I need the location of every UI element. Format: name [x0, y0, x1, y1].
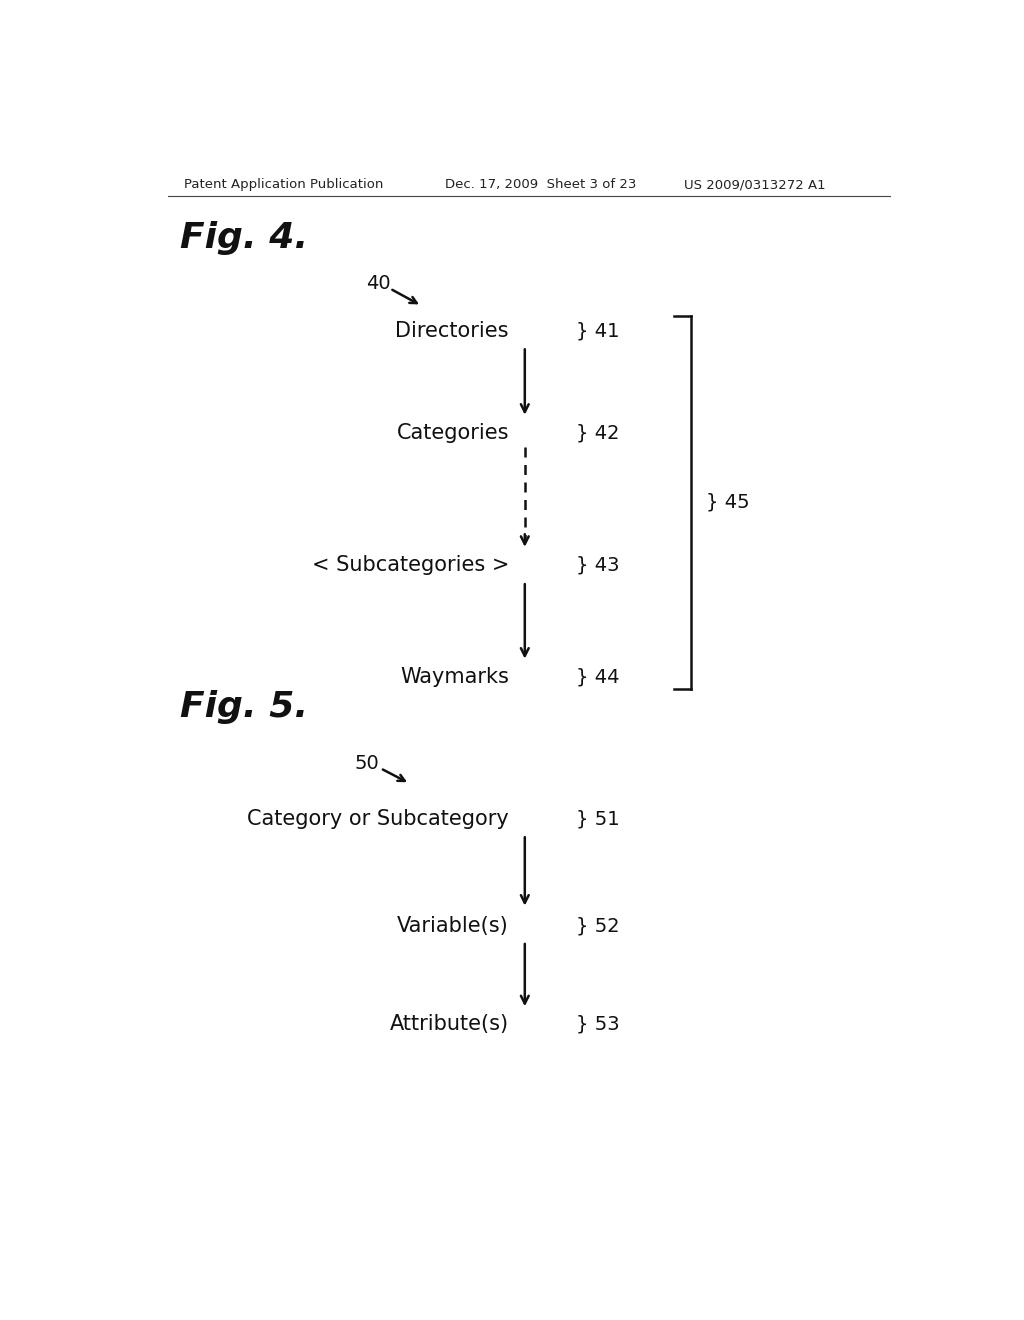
- Text: Fig. 4.: Fig. 4.: [179, 220, 307, 255]
- Text: Variable(s): Variable(s): [397, 916, 509, 936]
- Text: Directories: Directories: [395, 321, 509, 341]
- Text: } 41: } 41: [577, 322, 620, 341]
- Text: } 52: } 52: [577, 916, 620, 936]
- Text: Fig. 5.: Fig. 5.: [179, 690, 307, 725]
- Text: } 53: } 53: [577, 1015, 620, 1034]
- Text: } 44: } 44: [577, 668, 620, 686]
- Text: Waymarks: Waymarks: [400, 667, 509, 686]
- Text: Patent Application Publication: Patent Application Publication: [183, 178, 383, 191]
- Text: 40: 40: [367, 275, 391, 293]
- Text: < Subcategories >: < Subcategories >: [311, 554, 509, 576]
- Text: } 51: } 51: [577, 809, 620, 829]
- Text: Categories: Categories: [396, 422, 509, 442]
- Text: Category or Subcategory: Category or Subcategory: [247, 809, 509, 829]
- Text: US 2009/0313272 A1: US 2009/0313272 A1: [684, 178, 825, 191]
- Text: Attribute(s): Attribute(s): [390, 1014, 509, 1035]
- Text: } 42: } 42: [577, 424, 620, 442]
- Text: } 43: } 43: [577, 556, 620, 574]
- Text: Dec. 17, 2009  Sheet 3 of 23: Dec. 17, 2009 Sheet 3 of 23: [445, 178, 637, 191]
- Text: } 45: } 45: [706, 492, 750, 512]
- Text: 50: 50: [354, 754, 379, 772]
